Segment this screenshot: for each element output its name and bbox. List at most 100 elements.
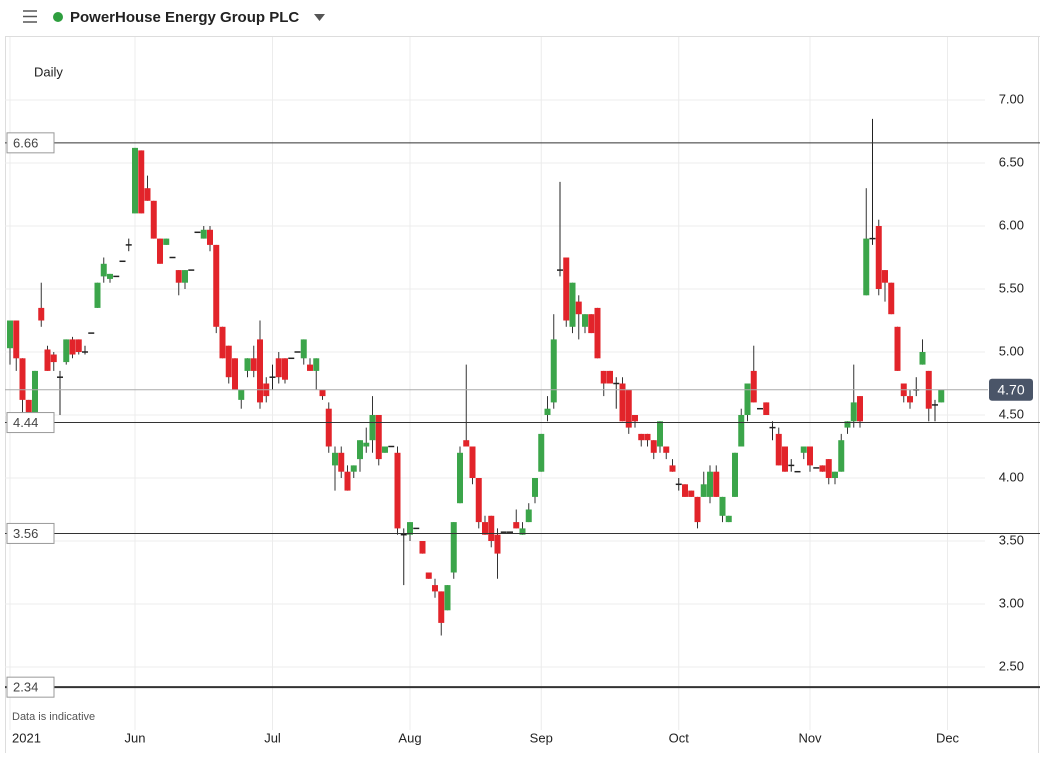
candle-body <box>650 440 657 453</box>
candle-body <box>594 307 601 359</box>
x-tick-label: 2021 <box>12 730 41 745</box>
candle-body <box>825 459 832 478</box>
candle-body <box>838 440 845 472</box>
candle-body <box>175 270 182 283</box>
candle-body <box>438 591 445 623</box>
candle-body <box>344 471 351 491</box>
candle-body <box>350 465 357 472</box>
candle-body <box>419 541 426 554</box>
candle-body <box>63 339 70 363</box>
candle-body <box>725 515 732 523</box>
candle-body <box>532 478 538 497</box>
x-tick-label: Jul <box>264 730 281 745</box>
dropdown-arrow[interactable] <box>314 14 325 21</box>
x-tick-label: Aug <box>398 730 421 745</box>
menu-icon[interactable] <box>23 10 37 23</box>
candle-body <box>700 484 707 497</box>
candle-body <box>394 452 401 529</box>
candle-body <box>250 358 257 371</box>
candle-body <box>875 226 882 289</box>
candle-body <box>50 354 57 363</box>
last-price-label: 4.70 <box>997 382 1024 398</box>
candle-body <box>744 383 751 415</box>
candle-body <box>182 270 188 283</box>
interval-label: Daily <box>34 64 63 79</box>
candle-body <box>144 188 151 201</box>
candle-body <box>719 496 726 516</box>
candle-body <box>688 490 695 497</box>
x-tick-label: Jun <box>125 730 146 745</box>
candle-body <box>150 200 157 239</box>
candle-body <box>575 301 582 315</box>
candle-body <box>538 433 545 472</box>
candle-body <box>694 496 701 523</box>
candle-body <box>313 358 320 371</box>
candle-body <box>107 273 113 279</box>
level-box <box>6 132 55 154</box>
candle-body <box>857 396 863 422</box>
candle-body <box>363 442 370 447</box>
candle-body <box>407 522 413 535</box>
candle-body <box>607 370 613 384</box>
candle-body <box>369 415 376 441</box>
candle-body <box>513 522 520 529</box>
candle-body <box>938 389 945 403</box>
candle-body <box>588 314 595 334</box>
candle-body <box>32 370 38 415</box>
candle-body <box>669 465 676 472</box>
candle-body <box>100 263 107 277</box>
candle-body <box>638 433 645 441</box>
candle-body <box>207 229 213 245</box>
note: Data is indicative <box>12 711 95 723</box>
last-price-box <box>989 378 1033 401</box>
candle-body <box>44 349 51 371</box>
candle-body <box>619 383 626 422</box>
candle-body <box>338 452 345 472</box>
candle-body <box>332 452 338 466</box>
candle-body <box>75 339 82 352</box>
candle-body <box>563 257 570 321</box>
candle-body <box>132 147 138 214</box>
candle-body <box>213 244 220 327</box>
candle-body <box>13 320 20 359</box>
candle-body <box>832 471 838 478</box>
chart-title[interactable]: PowerHouse Energy Group PLC <box>70 9 299 26</box>
candle-body <box>844 421 851 428</box>
x-tick-label: Dec <box>936 730 960 745</box>
candle-body <box>663 446 670 453</box>
level-box <box>6 412 55 434</box>
candle-body <box>457 452 463 504</box>
candle-body <box>807 446 813 466</box>
candle-body <box>307 364 313 371</box>
candle-body <box>325 408 332 447</box>
candle-body <box>219 326 226 359</box>
candle-body <box>657 421 663 447</box>
level-label: 3.56 <box>13 526 38 541</box>
candle-body <box>763 402 770 415</box>
y-tick-label: 6.00 <box>999 217 1024 232</box>
candle-body <box>19 358 26 400</box>
candle-body <box>707 471 713 497</box>
candle-body <box>7 320 13 349</box>
candle-body <box>863 238 870 296</box>
y-tick-label: 6.50 <box>999 154 1024 169</box>
candle-body <box>644 433 651 441</box>
level-label: 4.44 <box>13 415 38 430</box>
candle-body <box>569 282 576 327</box>
y-tick-label: 4.50 <box>999 406 1024 421</box>
candle-body <box>300 339 307 359</box>
y-tick-label: 3.00 <box>999 595 1024 610</box>
candle-body <box>432 585 438 592</box>
candle-body <box>275 358 282 378</box>
candle-body <box>894 326 901 371</box>
y-tick-label: 3.50 <box>999 532 1024 547</box>
candle-body <box>244 358 251 371</box>
level-box <box>6 522 55 544</box>
candle-body <box>138 150 145 214</box>
candle-body <box>600 370 607 384</box>
candle-body <box>450 522 457 573</box>
candle-body <box>919 352 926 365</box>
candle-body <box>682 484 688 497</box>
